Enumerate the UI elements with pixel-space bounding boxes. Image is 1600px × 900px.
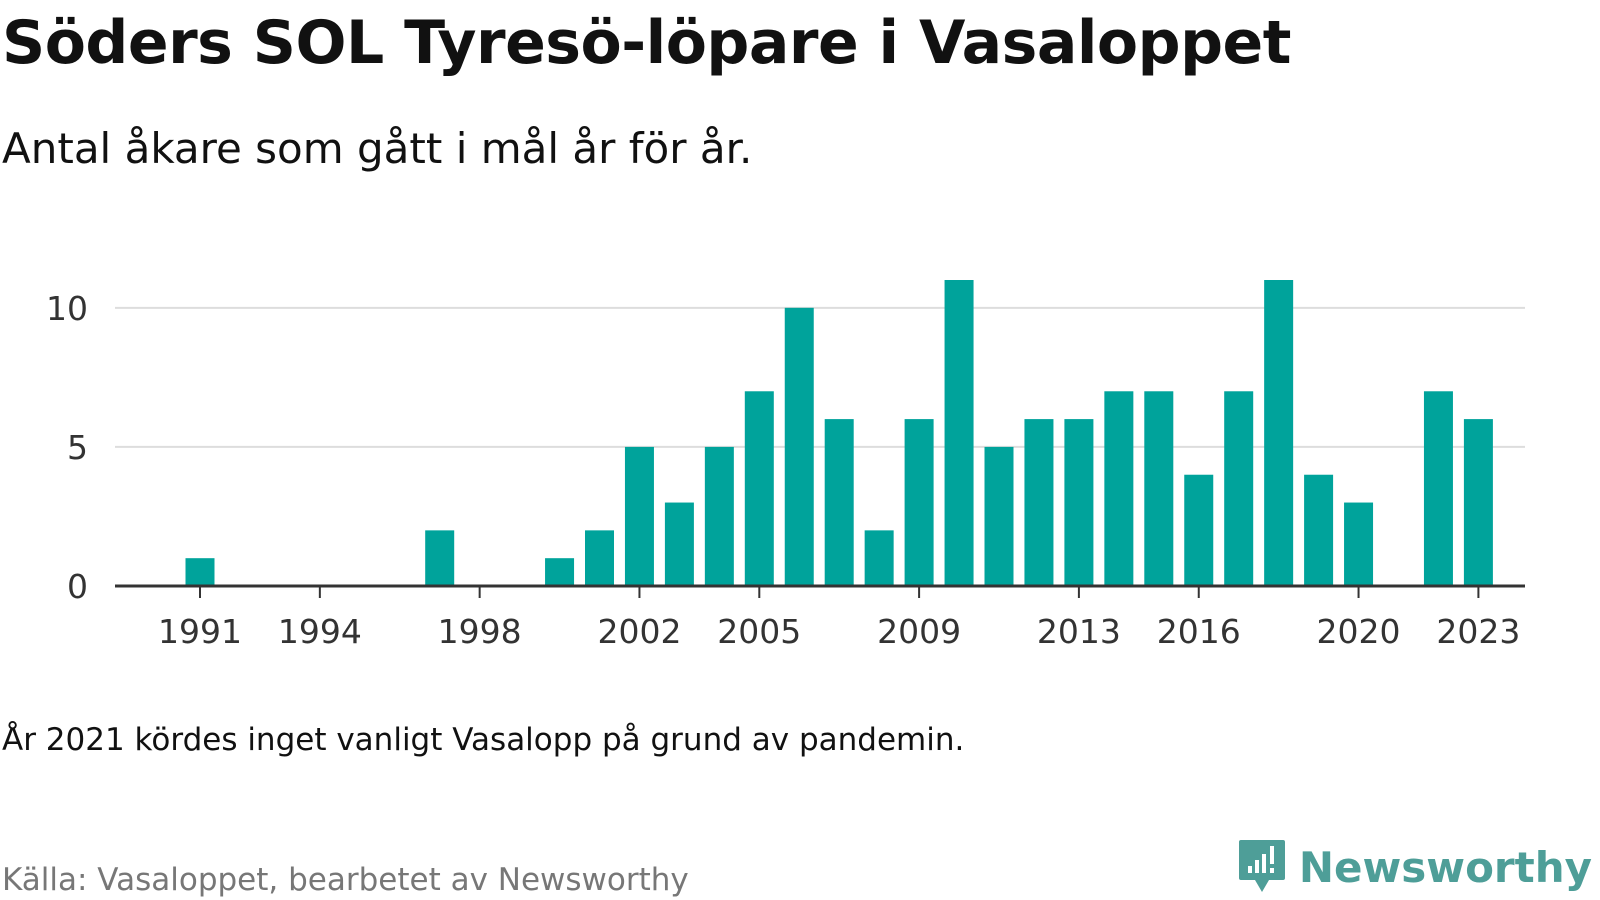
x-tick-label: 1991 <box>158 612 242 651</box>
bar-2005 <box>744 391 774 586</box>
bar-2016 <box>1184 474 1214 586</box>
footnote: År 2021 kördes inget vanligt Vasalopp på… <box>2 722 965 758</box>
x-tick-label: 2016 <box>1157 612 1241 651</box>
bar-2004 <box>704 446 734 586</box>
chart-title: Söders SOL Tyresö-löpare i Vasaloppet <box>2 8 1291 78</box>
y-tick-label: 0 <box>67 567 88 606</box>
bars-group <box>185 280 1493 586</box>
bar-2000 <box>545 558 575 586</box>
bar-2022 <box>1423 391 1453 586</box>
x-tick-labels: 1991 1994 1998 2002 2005 2009 2013 2016 2020 2023 <box>158 612 1520 651</box>
bar-2003 <box>664 502 694 586</box>
bar-2006 <box>784 307 814 586</box>
bar-2007 <box>824 419 854 586</box>
bar-2015 <box>1144 391 1174 586</box>
brand-logo: Newsworthy <box>1237 838 1592 896</box>
brand-name: Newsworthy <box>1298 842 1592 892</box>
y-tick-label: 10 <box>46 289 88 328</box>
x-axis <box>115 584 1525 598</box>
bar-2014 <box>1104 391 1134 586</box>
newsworthy-logo-icon <box>1238 840 1285 892</box>
bar-2009 <box>904 419 934 586</box>
bar-2019 <box>1304 474 1334 586</box>
x-tick-label: 2009 <box>877 612 961 651</box>
bar-1991 <box>185 558 215 586</box>
x-tick-label: 1994 <box>278 612 362 651</box>
bar-chart: 0 5 10 1991 1994 1998 2002 2005 2009 2013 2016 202… <box>46 280 1525 651</box>
y-tick-labels: 0 5 10 <box>46 289 88 606</box>
chart-subtitle: Antal åkare som gått i mål år för år. <box>2 124 753 173</box>
grid-lines <box>115 306 1525 448</box>
x-tick-label: 1998 <box>438 612 522 651</box>
bar-2020 <box>1344 502 1374 586</box>
x-tick-label: 2020 <box>1317 612 1401 651</box>
x-tick-label: 2002 <box>597 612 681 651</box>
bar-2013 <box>1064 419 1094 586</box>
y-tick-label: 5 <box>67 428 88 467</box>
x-tick-label: 2005 <box>717 612 801 651</box>
bar-2001 <box>585 530 614 586</box>
bar-2011 <box>984 446 1014 586</box>
bar-2008 <box>864 530 894 586</box>
x-tick-label: 2023 <box>1436 612 1520 651</box>
bar-1997 <box>425 530 455 586</box>
bar-2012 <box>1024 419 1054 586</box>
bar-2017 <box>1224 391 1254 586</box>
source-text: Källa: Vasaloppet, bearbetet av Newswort… <box>2 862 689 898</box>
bar-2018 <box>1264 280 1294 586</box>
bar-2023 <box>1463 419 1493 586</box>
bar-2010 <box>944 280 974 586</box>
bar-2002 <box>624 446 654 586</box>
x-tick-label: 2013 <box>1037 612 1121 651</box>
